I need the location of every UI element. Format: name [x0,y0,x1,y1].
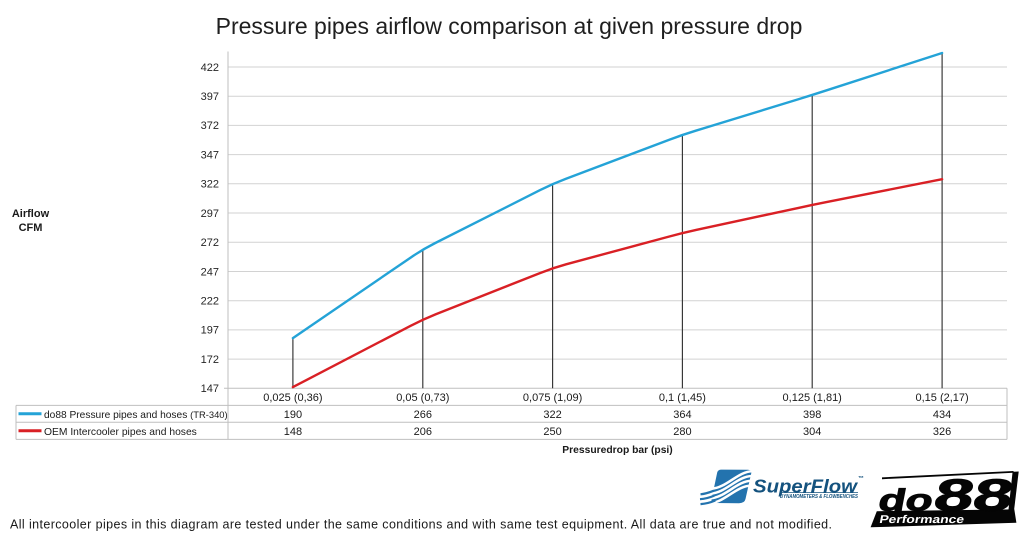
svg-text:190: 190 [284,409,302,421]
svg-text:SuperFlow: SuperFlow [753,476,858,496]
svg-text:266: 266 [414,409,432,421]
svg-text:147: 147 [201,383,219,395]
svg-text:148: 148 [284,426,302,438]
svg-text:372: 372 [201,120,219,132]
svg-text:do88 Pressure pipes and hoses: do88 Pressure pipes and hoses (TR-340) [44,409,228,421]
svg-text:206: 206 [414,426,432,438]
svg-text:do: do [876,483,937,518]
svg-text:398: 398 [803,409,821,421]
svg-text:347: 347 [201,149,219,161]
svg-text:0,125 (1,81): 0,125 (1,81) [783,392,842,404]
svg-text:All intercooler pipes in this: All intercooler pipes in this diagram ar… [10,517,832,531]
svg-text:Airflow: Airflow [12,208,50,220]
svg-text:197: 197 [201,325,219,337]
svg-text:88: 88 [930,470,1018,521]
svg-text:247: 247 [201,266,219,278]
svg-text:Performance: Performance [878,514,965,526]
svg-text:250: 250 [543,426,561,438]
svg-text:422: 422 [201,62,219,74]
svg-text:CFM: CFM [19,222,43,234]
svg-text:0,025 (0,36): 0,025 (0,36) [263,392,322,404]
svg-text:326: 326 [933,426,951,438]
svg-text:™: ™ [858,475,864,482]
svg-text:DYNAMOMETERS & FLOWBENCHES: DYNAMOMETERS & FLOWBENCHES [780,494,858,500]
svg-text:322: 322 [201,179,219,191]
svg-text:434: 434 [933,409,951,421]
svg-text:0,15 (2,17): 0,15 (2,17) [915,392,968,404]
svg-text:0,05 (0,73): 0,05 (0,73) [396,392,449,404]
svg-text:297: 297 [201,208,219,220]
svg-text:Pressuredrop bar (psi): Pressuredrop bar (psi) [562,445,672,456]
svg-text:322: 322 [543,409,561,421]
svg-text:OEM Intercooler pipes and hose: OEM Intercooler pipes and hoses [44,427,197,438]
svg-text:364: 364 [673,409,691,421]
svg-text:0,075 (1,09): 0,075 (1,09) [523,392,582,404]
svg-text:Pressure pipes airflow compari: Pressure pipes airflow comparison at giv… [216,13,803,39]
svg-text:172: 172 [201,354,219,366]
svg-text:0,1 (1,45): 0,1 (1,45) [659,392,706,404]
svg-text:397: 397 [201,91,219,103]
svg-text:272: 272 [201,237,219,249]
svg-text:222: 222 [201,296,219,308]
svg-text:304: 304 [803,426,821,438]
svg-text:280: 280 [673,426,691,438]
